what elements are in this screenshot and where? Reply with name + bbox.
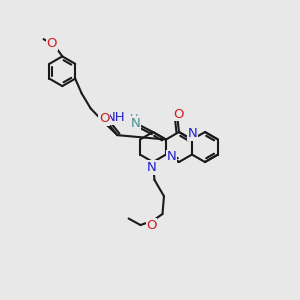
Text: N: N: [130, 117, 140, 130]
Text: O: O: [173, 108, 183, 121]
Text: O: O: [99, 112, 109, 125]
Text: NH: NH: [106, 111, 125, 124]
Text: O: O: [47, 38, 57, 50]
Text: N: N: [147, 161, 157, 174]
Text: N: N: [188, 128, 197, 140]
Text: H: H: [130, 114, 138, 124]
Text: N: N: [167, 150, 176, 164]
Text: O: O: [146, 219, 157, 232]
